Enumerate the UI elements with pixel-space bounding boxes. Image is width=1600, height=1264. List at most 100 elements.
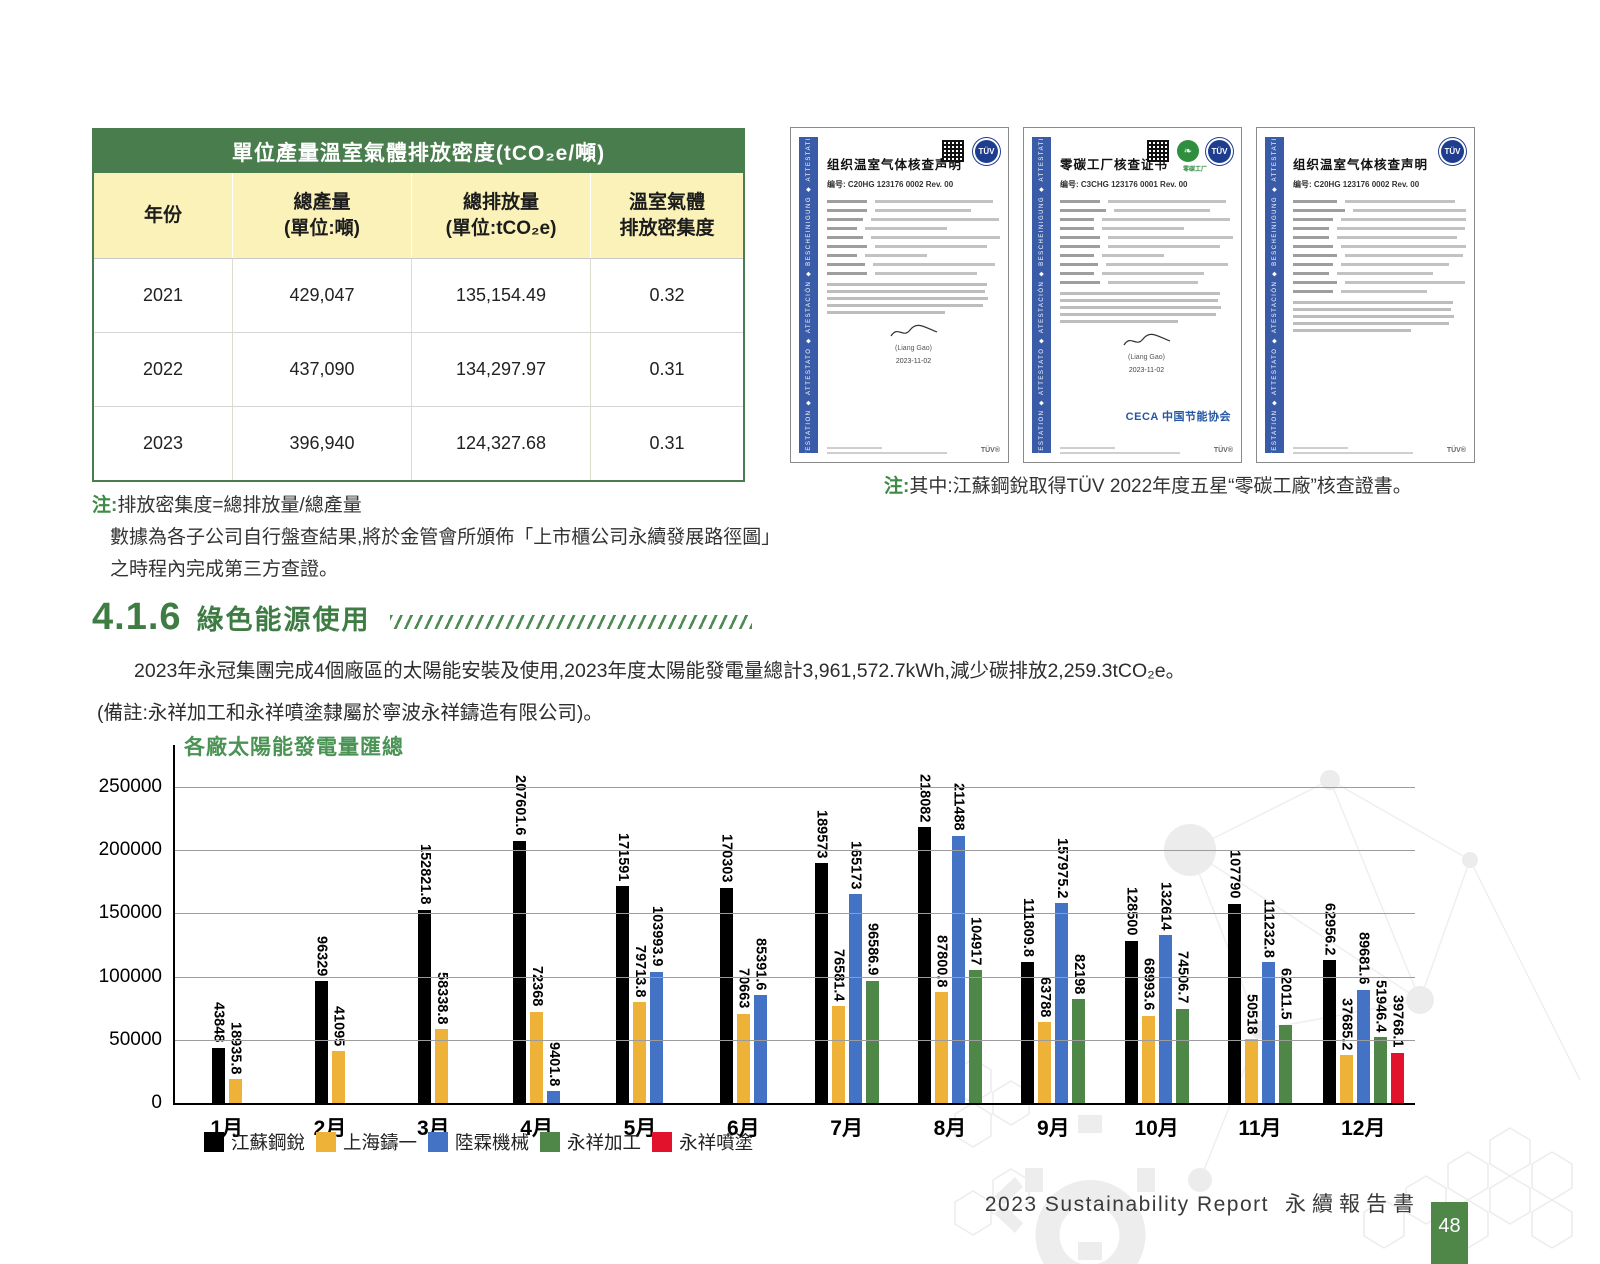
tuv-logo-icon: TÜV	[973, 138, 1000, 165]
table-cell: 437,090	[232, 333, 411, 406]
table-cell: 0.32	[590, 259, 743, 332]
legend-label: 陸霖機械	[455, 1132, 530, 1153]
field-value-line	[1108, 281, 1198, 284]
bar-value-label: 50518	[1243, 993, 1260, 1035]
bar-上海鑄一: 58338.8	[434, 972, 450, 1103]
legend-label: 永祥噴塗	[679, 1132, 754, 1153]
certificate-card: ATTESTATION ◆ ATTESTATO ◆ ATESTACIÓN ◆ B…	[790, 127, 1009, 463]
bar-value-label: 41095	[330, 1005, 347, 1047]
footer-lines	[827, 444, 947, 454]
certificate-footer: TÜV®	[1293, 444, 1466, 454]
text-line	[1060, 236, 1233, 239]
field-value-line	[875, 200, 993, 203]
bar-value-label: 62956.2	[1321, 902, 1338, 956]
table-cell: 135,154.49	[411, 259, 590, 332]
field-label-line	[827, 254, 857, 257]
attestation-sidebar: ATTESTATION ◆ ATTESTATO ◆ ATESTACIÓN ◆ B…	[1265, 137, 1284, 453]
bar-value-label: 68993.6	[1140, 958, 1157, 1011]
field-value-line	[1102, 272, 1204, 275]
text-line	[1060, 306, 1221, 309]
text-line	[1060, 218, 1233, 221]
bar-上海鑄一: 70663	[736, 968, 752, 1103]
bar-江蘇鋼銳: 107790	[1227, 850, 1243, 1103]
field-label-line	[1060, 281, 1100, 284]
legend-item: 陸霖機械	[428, 1129, 529, 1155]
field-label-line	[1060, 263, 1098, 266]
section-number: 4.1.6	[92, 596, 182, 638]
table-row: 2021 429,047 135,154.49 0.32	[94, 259, 743, 333]
certificate-number: 编号: C20HG 123176 0002 Rev. 00	[827, 180, 954, 189]
text-line	[1060, 452, 1180, 454]
field-value-line	[1108, 245, 1220, 248]
paragraph-line1: 2023年永冠集團完成4個廠區的太陽能安裝及使用,2023年度太陽能發電量總計3…	[134, 660, 1186, 682]
month-group: 170303 70663 85391.6	[692, 787, 795, 1103]
month-group: 152821.8 58338.8	[382, 787, 485, 1103]
field-value-line	[1114, 209, 1210, 212]
bar-value-label: 74506.7	[1174, 951, 1191, 1004]
bar-value-label: 76581.4	[830, 948, 847, 1002]
certificate-body-lines	[1293, 200, 1466, 332]
certificates-row: ATTESTATION ◆ ATTESTATO ◆ ATESTACIÓN ◆ B…	[790, 127, 1475, 463]
bar-上海鑄一: 72368	[529, 966, 545, 1103]
y-axis-tick-label: 150000	[98, 902, 162, 924]
text-line	[827, 218, 1000, 221]
field-value-line	[871, 236, 1000, 239]
bar-陸霖機械: 157975.2	[1054, 838, 1070, 1103]
field-label-line	[1293, 281, 1337, 284]
legend-swatch-icon	[316, 1132, 337, 1152]
table-note: 注:排放密集度=總排放量/總產量 數據為各子公司自行盤查結果,將於金管會所頒佈「…	[92, 490, 780, 586]
text-line	[1060, 320, 1178, 323]
bar-上海鑄一: 41095	[331, 1006, 347, 1103]
note-prefix: 注:	[884, 476, 910, 497]
month-group: 111809.8 63788 157975.2 82198	[1002, 787, 1105, 1103]
text-line	[1060, 254, 1233, 257]
table-header-row: 年份 總產量 (單位:噸) 總排放量 (單位:tCO₂e) 溫室氣體 排放密集度	[94, 173, 743, 259]
zero-carbon-factory-logo-icon: ❧	[1177, 140, 1199, 162]
text-line	[827, 297, 988, 300]
bar-value-label: 85391.6	[752, 937, 769, 991]
field-label-line	[1293, 254, 1337, 257]
text-line	[827, 263, 1000, 266]
bar-value-label: 82198	[1071, 953, 1088, 995]
gridline	[175, 850, 1415, 852]
field-label-line	[1060, 227, 1094, 230]
bar-value-label: 211488	[950, 783, 967, 831]
text-line	[1293, 263, 1466, 266]
bar-江蘇鋼銳: 128500	[1123, 887, 1139, 1103]
text-line	[1293, 308, 1451, 311]
note-prefix: 注:	[92, 495, 118, 516]
field-value-line	[1341, 218, 1466, 221]
month-label: 8月	[933, 1117, 967, 1140]
bar-江蘇鋼銳: 111809.8	[1020, 898, 1036, 1103]
certificate-content: TÜV 组织温室气体核查声明编号: C20HG 123176 0002 Rev. …	[827, 138, 1000, 454]
footer-text-zh: 永續報告書	[1285, 1193, 1420, 1216]
certificate-footer: TÜV®	[827, 444, 1000, 454]
bar-江蘇鋼銳: 43848	[210, 1002, 226, 1103]
field-label-line	[1060, 209, 1106, 212]
signature-icon	[1122, 333, 1170, 346]
bar-value-label: 79713.8	[632, 944, 649, 998]
legend-label: 永祥加工	[567, 1132, 642, 1153]
gridline	[175, 913, 1415, 915]
bar-江蘇鋼銳: 62956.2	[1322, 903, 1338, 1103]
month-group: 107790 50518 111232.8 62011.5	[1208, 787, 1311, 1103]
text-line	[1293, 218, 1466, 221]
column-header: 總產量 (單位:噸)	[232, 173, 411, 258]
certificate-title: 组织温室气体核查声明	[1293, 158, 1429, 172]
legend-label: 上海鑄一	[343, 1132, 418, 1153]
text-line	[1060, 281, 1233, 284]
bar-value-label: 87800.8	[933, 934, 950, 987]
bar-陸霖機械: 103993.9	[649, 906, 665, 1103]
text-line	[1293, 236, 1466, 239]
ceca-logo: CECA 中国节能协会	[1125, 411, 1231, 423]
bar-上海鑄一: 37685.2	[1339, 998, 1355, 1103]
footer-lines	[1060, 444, 1180, 454]
column-header: 總排放量 (單位:tCO₂e)	[411, 173, 590, 258]
bar-陸霖機械: 111232.8	[1261, 899, 1277, 1103]
month-label: 12月	[1341, 1117, 1386, 1140]
certificate-title: 组织温室气体核查声明	[827, 158, 963, 172]
table-cell: 2023	[142, 433, 184, 453]
legend-item: 永祥噴塗	[652, 1129, 753, 1155]
text-line	[827, 304, 983, 307]
